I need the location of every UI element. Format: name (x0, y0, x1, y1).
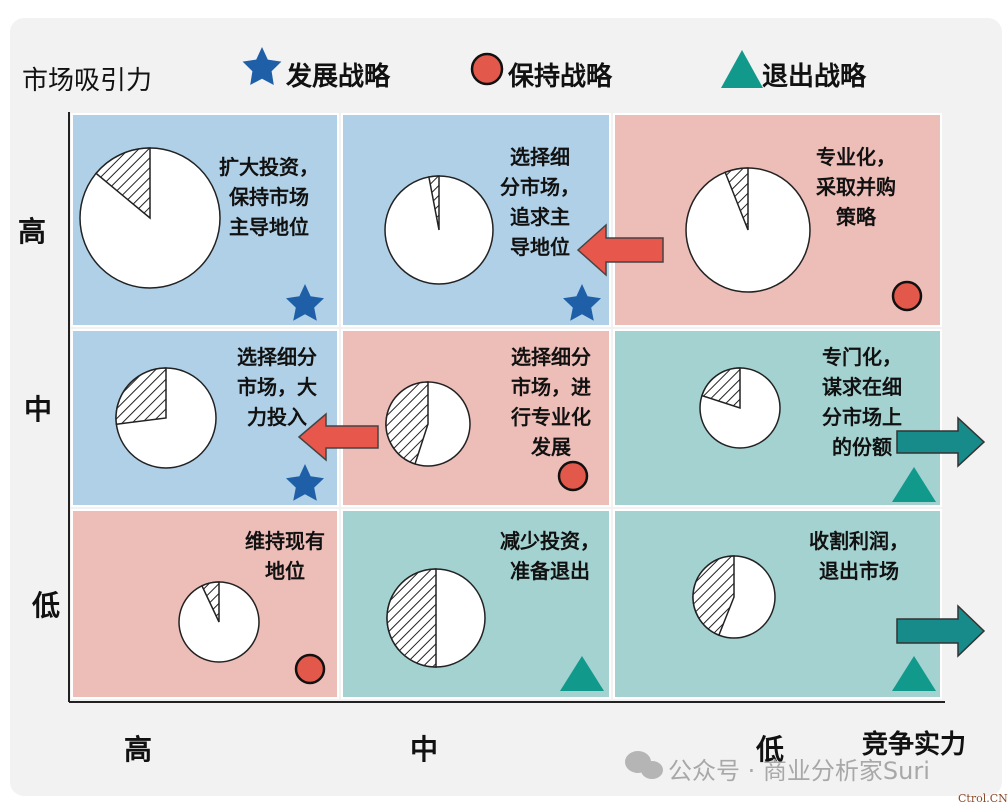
arrow-right-icon (896, 604, 986, 658)
circle-icon (891, 280, 923, 312)
pie-hatched-slice (115, 367, 167, 426)
cell-text-mid-mid: 选择细分 市场，进 行专业化 发展 (511, 345, 591, 459)
cell-text-mid-low: 专门化， 谋求在细 分市场上 的份额 (822, 345, 902, 459)
pie-hatched-slice (428, 175, 440, 231)
arrow-left-icon (576, 223, 664, 277)
wechat-icon (625, 751, 663, 779)
pie-hatched-slice (701, 367, 741, 410)
legend-label-develop: 发展战略 (286, 62, 391, 92)
pie-low-mid (386, 568, 486, 668)
cell-text-low-high: 维持现有 地位 (245, 529, 325, 583)
triangle-icon (892, 656, 936, 691)
pie-high-high (79, 147, 221, 289)
pie-hatched-slice (724, 167, 749, 231)
x-axis-title: 竞争实力 (862, 730, 967, 760)
row-label-mid: 中 (24, 393, 53, 426)
star-icon (563, 284, 601, 321)
pie-mid-mid (385, 381, 471, 467)
col-label-high: 高 (124, 733, 153, 766)
star-icon (286, 284, 324, 321)
pie-hatched-slice (385, 381, 429, 465)
arrow-left-icon (297, 412, 379, 462)
pie-hatched-slice (386, 568, 437, 668)
pie-hatched-slice (200, 581, 220, 623)
cell-text-high-high: 扩大投资， 保持市场 主导地位 (219, 155, 319, 239)
cell-text-mid-high: 选择细分 市场，大 力投入 (237, 345, 317, 429)
legend-star-icon (242, 47, 282, 85)
legend-triangle-icon (721, 50, 763, 88)
cell-text-high-low: 专业化， 采取并购 策略 (816, 145, 896, 229)
pie-low-high (178, 581, 260, 663)
arrow-right-icon (896, 416, 986, 468)
pie-mid-high (115, 367, 217, 469)
pie-high-mid (384, 175, 494, 285)
triangle-icon (560, 656, 604, 691)
circle-icon (294, 653, 326, 685)
cell-text-high-mid: 选择细 分市场， 追求主 导地位 (500, 145, 580, 259)
triangle-icon (892, 467, 936, 502)
star-icon (286, 464, 324, 501)
pie-low-low (692, 555, 776, 639)
source-mark: Ctrol.CN (958, 792, 1008, 805)
watermark: 公众号 · 商业分析家Suri (668, 757, 930, 785)
cell-low-low (613, 509, 942, 699)
circle-icon (557, 460, 589, 492)
col-label-mid: 中 (410, 733, 439, 766)
row-label-high: 高 (18, 215, 47, 248)
legend-circle-icon (470, 52, 504, 86)
legend-label-hold: 保持战略 (508, 62, 613, 92)
y-axis-title: 市场吸引力 (22, 66, 153, 96)
pie-hatched-slice (95, 147, 151, 220)
pie-high-low (685, 167, 811, 293)
pie-hatched-slice (692, 555, 735, 637)
pie-mid-low (699, 367, 781, 449)
legend-label-exit: 退出战略 (762, 62, 867, 92)
cell-text-low-low: 收割利润， 退出市场 (809, 529, 909, 583)
cell-text-low-mid: 减少投资， 准备退出 (500, 529, 600, 583)
row-label-low: 低 (32, 589, 61, 622)
col-label-low: 低 (756, 733, 785, 766)
